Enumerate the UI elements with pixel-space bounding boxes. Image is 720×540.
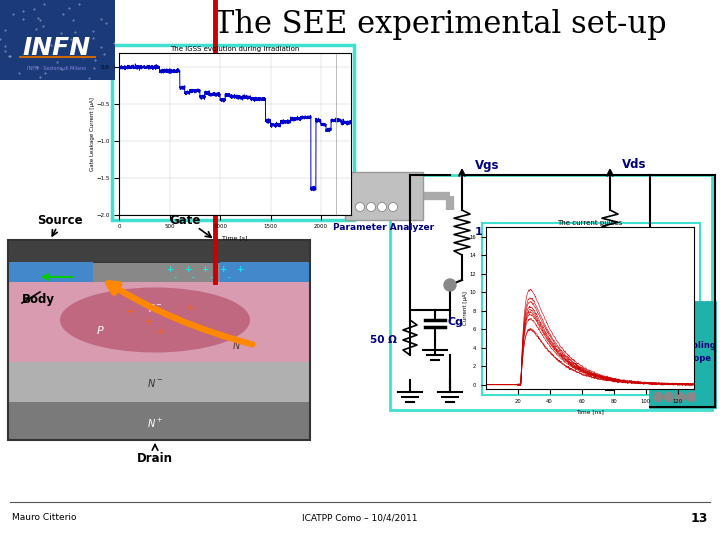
Text: +: + <box>156 327 164 337</box>
Text: INFN: INFN <box>23 36 91 60</box>
Circle shape <box>444 279 456 291</box>
Text: -: - <box>228 273 230 282</box>
Circle shape <box>366 202 376 212</box>
Text: +: + <box>166 266 174 274</box>
Text: 1 MΩ: 1 MΩ <box>475 227 507 237</box>
Text: ICATPP Como – 10/4/2011: ICATPP Como – 10/4/2011 <box>302 514 418 523</box>
Ellipse shape <box>60 287 250 353</box>
Text: +: + <box>126 307 134 317</box>
Bar <box>345 172 423 220</box>
Text: 1 MΩ: 1 MΩ <box>622 227 654 237</box>
Circle shape <box>389 202 397 212</box>
X-axis label: Time [ns]: Time [ns] <box>576 409 603 415</box>
Text: $N^-$: $N^-$ <box>147 377 163 389</box>
Bar <box>650 302 715 407</box>
Circle shape <box>686 393 696 402</box>
Bar <box>220 262 310 282</box>
Text: -: - <box>192 273 194 282</box>
Text: Fast Sampling
Oscilloscope: Fast Sampling Oscilloscope <box>649 341 716 363</box>
Text: +: + <box>220 266 227 274</box>
Bar <box>482 223 700 395</box>
Text: 50 Ω: 50 Ω <box>622 320 649 330</box>
Text: Cg: Cg <box>447 317 463 327</box>
Text: $N^+$: $N^+$ <box>147 416 163 429</box>
Text: The SEE experimental set-up: The SEE experimental set-up <box>214 10 666 40</box>
Text: INFN · Sezione di Milano: INFN · Sezione di Milano <box>27 66 86 71</box>
Bar <box>112 45 354 220</box>
Text: 13: 13 <box>690 511 708 524</box>
Bar <box>8 262 310 282</box>
Text: $P$: $P$ <box>96 324 104 336</box>
Bar <box>8 240 310 262</box>
Circle shape <box>377 202 387 212</box>
Circle shape <box>675 393 685 402</box>
Text: Cd: Cd <box>622 279 639 292</box>
Title: The IGSS evolution during irradiation: The IGSS evolution during irradiation <box>171 45 300 51</box>
Text: Vds: Vds <box>622 159 647 172</box>
Text: +: + <box>186 303 194 313</box>
Bar <box>335 183 347 205</box>
Text: $P^-$: $P^-$ <box>148 302 163 314</box>
Circle shape <box>356 202 364 212</box>
Text: Vgs: Vgs <box>475 159 500 172</box>
Text: Body: Body <box>22 294 55 307</box>
Text: Parameter Analyzer: Parameter Analyzer <box>333 224 435 233</box>
Text: +: + <box>144 317 152 327</box>
Bar <box>8 282 310 362</box>
FancyArrowPatch shape <box>108 283 252 345</box>
X-axis label: Time [s]: Time [s] <box>222 235 248 240</box>
Text: +: + <box>171 313 179 323</box>
Y-axis label: Current [μA]: Current [μA] <box>463 292 468 325</box>
Text: $N^-$: $N^-$ <box>232 339 248 351</box>
Bar <box>0 0 115 80</box>
Bar <box>8 362 310 402</box>
Text: +: + <box>202 266 209 274</box>
Bar <box>8 240 310 440</box>
Y-axis label: Gate Leakage Current [μA]: Gate Leakage Current [μA] <box>90 97 95 171</box>
Circle shape <box>665 393 673 402</box>
Text: Drain: Drain <box>137 451 173 464</box>
Text: +: + <box>236 266 244 274</box>
Text: 50 Ω: 50 Ω <box>370 335 397 345</box>
Bar <box>8 262 93 282</box>
Bar <box>8 402 310 440</box>
Text: Mauro Citterio: Mauro Citterio <box>12 514 76 523</box>
Circle shape <box>654 393 662 402</box>
Text: +: + <box>184 266 192 274</box>
Text: Gate: Gate <box>169 213 201 226</box>
Bar <box>390 175 712 410</box>
Text: Source: Source <box>37 213 83 226</box>
Text: -: - <box>174 273 176 282</box>
Title: The current pulses: The current pulses <box>557 220 622 226</box>
Text: -: - <box>210 273 212 282</box>
